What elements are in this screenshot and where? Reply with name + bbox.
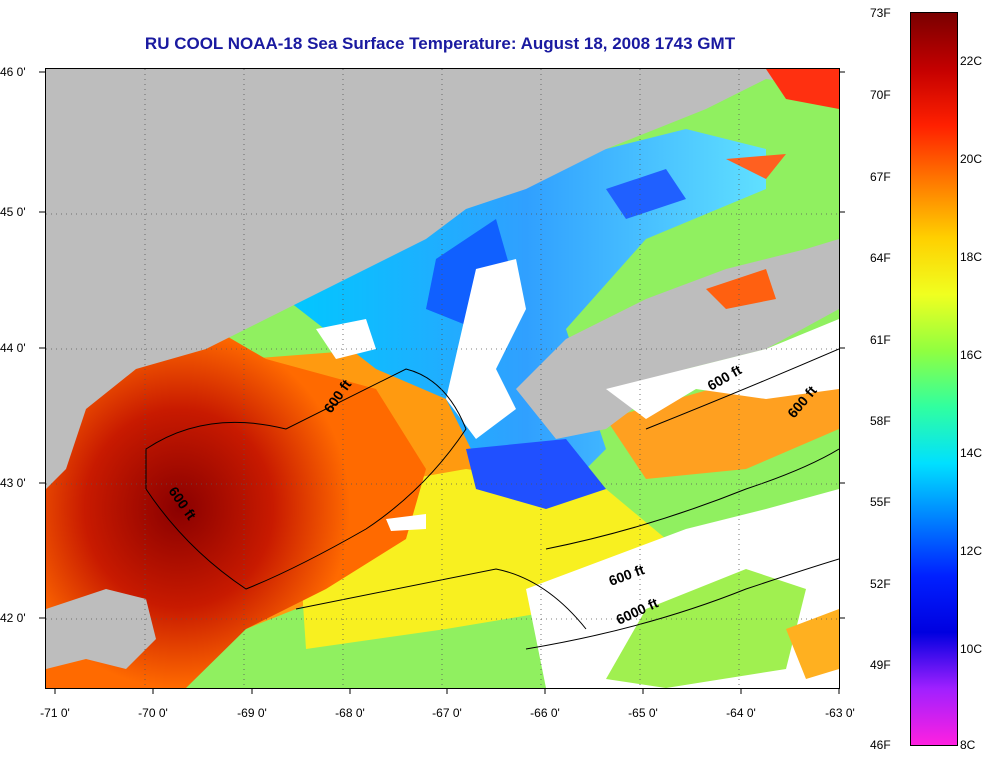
y-tick-label: 43 0' — [0, 476, 26, 490]
colorbar-f-label: 64F — [870, 251, 891, 265]
contour-600ft-east — [545, 448, 839, 550]
colorbar-f-label: 52F — [870, 577, 891, 591]
colorbar-f-label: 55F — [870, 495, 891, 509]
water-blue-2 — [466, 439, 606, 509]
colorbar-c-label: 14C — [960, 446, 983, 460]
y-tick-label: 42 0' — [0, 611, 26, 625]
temperature-colorbar — [910, 12, 958, 746]
colorbar-f-label: 46F — [870, 738, 891, 752]
x-tick-label: -65 0' — [628, 706, 658, 720]
colorbar-c-label: 22C — [960, 54, 983, 68]
water-green-se — [606, 569, 806, 688]
warm-patch-ns — [706, 269, 776, 309]
colorbar-c-label: 10C — [960, 642, 983, 656]
contour-6000ft — [525, 558, 839, 650]
colorbar-f-label: 49F — [870, 658, 891, 672]
land-cape-cod — [46, 589, 156, 669]
grid-lines — [46, 69, 839, 688]
colorbar-c-label: 16C — [960, 348, 983, 362]
colorbar-c-label: 12C — [960, 544, 983, 558]
colorbar-f-label: 70F — [870, 88, 891, 102]
contour-600ft-ns — [645, 348, 839, 430]
water-hot — [46, 289, 426, 688]
x-tick-label: -63 0' — [825, 706, 855, 720]
x-tick-label: -64 0' — [726, 706, 756, 720]
water-orange-se — [786, 609, 839, 679]
warm-patch-ne — [766, 69, 839, 109]
y-tick-label: 46 0' — [0, 65, 26, 79]
x-tick-label: -69 0' — [237, 706, 267, 720]
warm-patch-bay — [726, 154, 786, 179]
colorbar-f-label: 61F — [870, 333, 891, 347]
x-tick-label: -68 0' — [335, 706, 365, 720]
x-tick-label: -71 0' — [40, 706, 70, 720]
contour-misc — [295, 568, 587, 630]
colorbar-c-label: 8C — [960, 738, 976, 752]
chart-title: RU COOL NOAA-18 Sea Surface Temperature:… — [144, 34, 736, 53]
x-tick-label: -67 0' — [432, 706, 462, 720]
sea-surface-temperature-map: 600 ft 600 ft 600 ft 600 ft 600 ft 6000 … — [45, 68, 840, 689]
x-tick-label: -66 0' — [530, 706, 560, 720]
water-blue-3 — [606, 169, 686, 219]
contour-600ft-west — [145, 368, 467, 590]
colorbar-f-label: 67F — [870, 170, 891, 184]
cloud-2 — [606, 319, 839, 419]
colorbar-f-label: 58F — [870, 414, 891, 428]
colorbar-c-label: 20C — [960, 152, 983, 166]
colorbar-c-label: 18C — [960, 250, 983, 264]
cloud-5 — [386, 514, 426, 531]
x-tick-label: -70 0' — [138, 706, 168, 720]
y-tick-label: 44 0' — [0, 341, 26, 355]
colorbar-f-label: 73F — [870, 6, 891, 20]
y-tick-label: 45 0' — [0, 205, 26, 219]
